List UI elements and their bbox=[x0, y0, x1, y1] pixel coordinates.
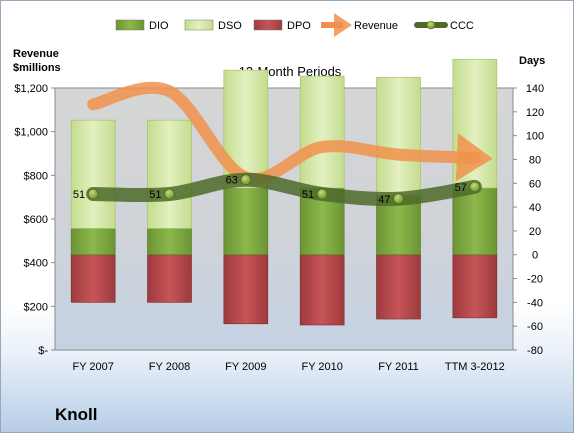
y-right-tick-label: 0 bbox=[532, 250, 538, 262]
y-right-axis: 140 120 100 80 60 40 20 0 -20 -40 -60 -80 bbox=[513, 83, 544, 357]
legend-label: DSO bbox=[218, 20, 242, 32]
y-right-tick-label: 20 bbox=[529, 226, 541, 238]
bar-dio bbox=[452, 187, 498, 256]
ccc-point bbox=[87, 188, 99, 200]
legend-swatch bbox=[253, 19, 283, 31]
y-right-tick-label: 140 bbox=[526, 83, 544, 95]
plot-area bbox=[54, 87, 514, 351]
x-tick-label: FY 2010 bbox=[301, 361, 342, 373]
y-right-tick-label: 80 bbox=[529, 154, 541, 166]
y-right-tick-label: -60 bbox=[527, 321, 543, 333]
ccc-point bbox=[316, 188, 328, 200]
ccc-point bbox=[164, 188, 175, 200]
y-left-axis-title: Revenue bbox=[13, 48, 59, 60]
y-right-tick-label: -20 bbox=[527, 274, 543, 286]
ccc-data-label: 51 bbox=[73, 189, 85, 201]
y-left-tick-label: $1,200 bbox=[14, 83, 48, 95]
ccc-data-label: 63 bbox=[226, 175, 238, 187]
bar-dpo bbox=[376, 254, 421, 320]
legend-swatch bbox=[115, 19, 145, 31]
x-tick-label: FY 2011 bbox=[378, 361, 419, 373]
bar-dso bbox=[70, 119, 116, 229]
x-tick-label: FY 2009 bbox=[225, 361, 266, 373]
bar-dio bbox=[147, 228, 192, 256]
bar-dso bbox=[299, 75, 345, 189]
x-tick-label: FY 2007 bbox=[72, 361, 113, 373]
y-right-tick-label: 40 bbox=[529, 202, 541, 214]
y-left-tick-label: $1,000 bbox=[14, 127, 48, 139]
bar-dio bbox=[223, 187, 269, 256]
y-right-axis-title: Days bbox=[519, 55, 545, 67]
x-tick-label: TTM 3-2012 bbox=[445, 361, 505, 373]
y-left-tick-label: $- bbox=[38, 345, 48, 357]
bar-dpo bbox=[147, 254, 192, 303]
bar-dio bbox=[70, 228, 116, 256]
legend-label: DPO bbox=[287, 20, 311, 32]
ccc-point bbox=[240, 174, 252, 186]
legend-label: CCC bbox=[450, 20, 474, 32]
bar-dpo bbox=[223, 254, 269, 325]
x-axis: FY 2007 FY 2008 FY 2009 FY 2010 FY 2011 TTM 3… bbox=[72, 361, 504, 373]
bar-dpo bbox=[452, 254, 498, 319]
y-left-tick-label: $200 bbox=[24, 301, 48, 313]
y-right-tick-label: -40 bbox=[527, 297, 543, 309]
ccc-data-label: 51 bbox=[149, 189, 161, 201]
legend-label: Revenue bbox=[354, 20, 398, 32]
bar-dpo bbox=[70, 254, 116, 303]
bar-dso bbox=[147, 119, 192, 229]
ccc-point bbox=[469, 181, 481, 193]
legend: DIO DSO DPO Revenue CCC bbox=[115, 13, 474, 37]
x-tick-label: FY 2008 bbox=[149, 361, 190, 373]
legend-swatch-dot bbox=[426, 20, 436, 30]
y-right-tick-label: 60 bbox=[529, 178, 541, 190]
ccc-data-label: 51 bbox=[302, 189, 314, 201]
bar-dso bbox=[376, 76, 421, 196]
bar-dso bbox=[452, 59, 498, 189]
y-left-tick-label: $400 bbox=[24, 258, 48, 270]
y-right-tick-label: 120 bbox=[526, 107, 544, 119]
ccc-data-label: 57 bbox=[455, 182, 467, 194]
y-left-axis-title-line2: $millions bbox=[13, 62, 61, 74]
legend-label: DIO bbox=[149, 20, 169, 32]
y-left-axis: $1,200 $1,000 $800 $600 $400 $200 $- bbox=[14, 83, 55, 357]
ccc-data-label: 47 bbox=[378, 194, 390, 206]
bars-layer bbox=[70, 59, 498, 326]
bar-dpo bbox=[299, 254, 345, 326]
company-name: Knoll bbox=[55, 405, 98, 424]
legend-swatch bbox=[184, 19, 214, 31]
ccc-layer: 51 51 63 51 47 57 bbox=[73, 172, 482, 207]
ccc-line bbox=[86, 172, 482, 207]
y-right-tick-label: 100 bbox=[526, 131, 544, 143]
y-right-tick-label: -80 bbox=[527, 345, 543, 357]
ccc-point bbox=[393, 193, 404, 205]
y-left-tick-label: $600 bbox=[24, 214, 48, 226]
y-left-tick-label: $800 bbox=[24, 170, 48, 182]
